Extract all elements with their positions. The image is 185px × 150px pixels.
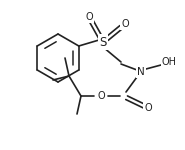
Text: OH: OH xyxy=(162,57,176,67)
Text: O: O xyxy=(97,91,105,101)
Text: O: O xyxy=(144,103,152,113)
Text: O: O xyxy=(85,12,93,22)
Text: O: O xyxy=(121,19,129,29)
Text: N: N xyxy=(137,67,145,77)
Text: S: S xyxy=(99,36,107,48)
